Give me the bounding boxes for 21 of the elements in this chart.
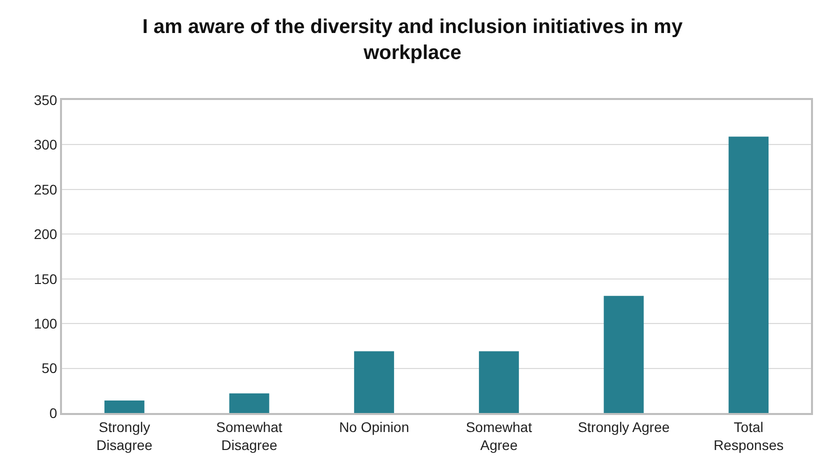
bar [354,351,394,413]
bar [728,136,769,413]
x-tick-label: Strongly Agree [578,418,670,435]
y-tick-label: 350 [34,92,58,108]
bar [478,351,519,413]
x-tick-label: Somewhat Disagree [216,418,282,453]
chart-title: I am aware of the diversity and inclusion initiatives in my workplace [142,16,684,64]
bar [104,400,144,413]
x-tick-label: Somewhat Agree [466,418,532,453]
y-tick-label: 250 [34,181,58,198]
y-tick-label: 150 [34,270,58,287]
bar [229,393,270,413]
y-tick-label: 0 [49,404,58,421]
x-tick-label: No Opinion [339,418,410,435]
y-tick-label: 200 [34,226,58,242]
y-tick-label: 300 [34,136,58,153]
y-tick-label: 50 [42,360,58,376]
x-tick-label: Strongly Disagree [96,418,153,453]
y-tick-label: 100 [34,315,58,332]
x-tick-label: Total Responses [714,418,784,453]
bar [604,296,644,413]
